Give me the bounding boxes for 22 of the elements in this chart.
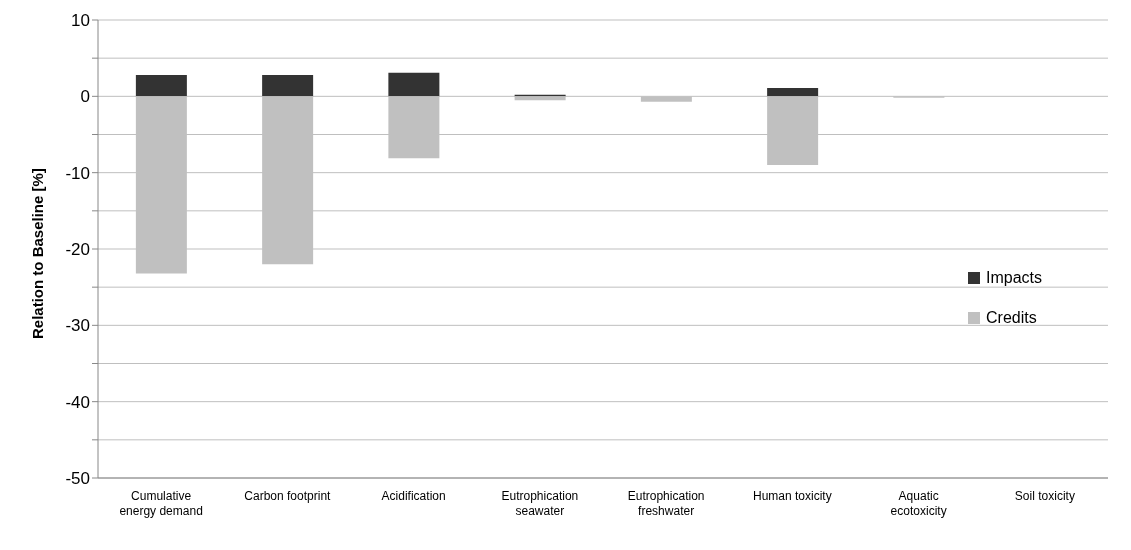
bar <box>262 74 314 97</box>
legend-label: Credits <box>986 309 1037 327</box>
x-tick-label: Eutrophication seawater <box>501 489 579 518</box>
bar <box>388 72 440 97</box>
bar <box>135 74 187 97</box>
x-tick-label: Soil toxicity <box>1014 489 1075 503</box>
y-tick-label: 10 <box>71 11 90 31</box>
y-tick-label: -20 <box>65 240 90 260</box>
y-axis-title: Relation to Baseline [%] <box>29 168 47 339</box>
x-tick-label: Human toxicity <box>753 489 832 503</box>
x-tick-label: Eutrophication freshwater <box>627 489 705 518</box>
legend-label: Impacts <box>986 269 1043 287</box>
x-tick-label: Carbon footprint <box>244 489 332 503</box>
bar <box>767 87 819 97</box>
x-tick-label: Acidification <box>381 489 446 503</box>
y-tick-label: -50 <box>65 469 90 489</box>
x-tick-label: Aquatic ecotoxicity <box>890 489 947 518</box>
y-tick-label: -10 <box>65 163 90 183</box>
y-tick-label: -40 <box>65 392 90 412</box>
y-tick-label: 0 <box>80 87 90 107</box>
y-tick-label: -30 <box>65 316 90 336</box>
x-tick-label: Cumulative energy demand <box>119 489 203 518</box>
